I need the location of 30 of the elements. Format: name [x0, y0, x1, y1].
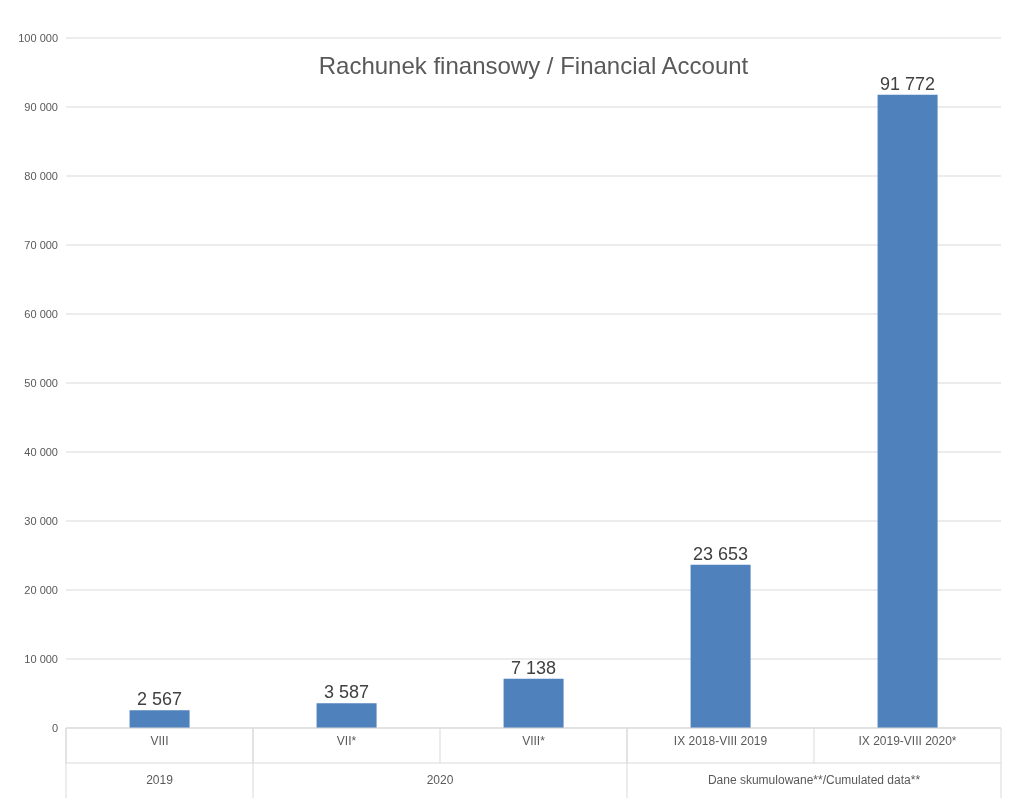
bar — [690, 564, 751, 728]
y-tick-label: 90 000 — [24, 100, 58, 113]
x-tick-label: IX 2018-VIII 2019 — [673, 733, 768, 748]
y-tick-label: 100 000 — [18, 31, 58, 44]
text: 2019 — [146, 773, 174, 787]
y-tick-label: 20 000 — [24, 583, 58, 596]
text: 2020 — [426, 773, 454, 787]
y-tick-label: 80 000 — [24, 169, 58, 182]
y-tick-label: 50 000 — [24, 376, 58, 389]
y-tick-label: 60 000 — [24, 307, 58, 320]
x-tick-label: IX 2019-VIII 2020* — [858, 733, 957, 748]
bar — [129, 710, 190, 728]
text: Dane skumulowane**/Cumulated data** — [707, 773, 921, 787]
y-tick-label: 30 000 — [24, 514, 58, 527]
data-label: 3 587 — [324, 682, 370, 703]
bar — [503, 678, 564, 728]
data-label: 23 653 — [693, 543, 749, 564]
data-label: 7 138 — [511, 657, 557, 678]
y-tick-label: 70 000 — [24, 238, 58, 251]
x-tick-label: VIII* — [522, 733, 546, 748]
bar — [316, 703, 377, 728]
y-tick-label: 10 000 — [24, 652, 58, 665]
bar — [877, 94, 938, 728]
x-tick-label: VIII — [150, 733, 169, 748]
x-tick-label: VII* — [336, 733, 357, 748]
y-tick-label: 40 000 — [24, 445, 58, 458]
data-label: 2 567 — [137, 689, 183, 710]
data-label: 91 772 — [880, 73, 936, 94]
y-tick-label: 0 — [51, 721, 58, 734]
text: Rachunek finansowy / Financial Account — [318, 52, 749, 79]
